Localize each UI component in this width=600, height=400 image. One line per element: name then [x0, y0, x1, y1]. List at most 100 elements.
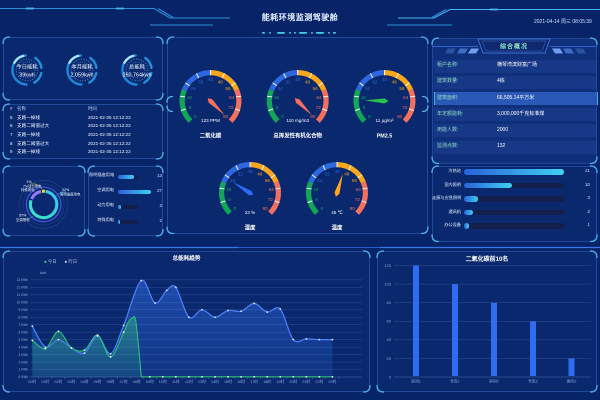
- svg-text:9 KWh: 9 KWh: [18, 308, 28, 312]
- svg-text:5 KWh: 5 KWh: [18, 338, 28, 342]
- svg-text:56: 56: [225, 86, 231, 91]
- svg-text:20: 20: [387, 356, 392, 361]
- svg-text:04时: 04时: [80, 379, 88, 384]
- svg-text:13 KWh: 13 KWh: [17, 278, 29, 282]
- svg-text:11 μg/m³: 11 μg/m³: [376, 118, 394, 123]
- svg-text:110 mg/m3: 110 mg/m3: [286, 118, 309, 123]
- svg-text:0: 0: [194, 114, 197, 119]
- svg-text:08时: 08时: [133, 379, 141, 384]
- svg-text:湿度: 湿度: [245, 224, 256, 232]
- svg-text:15时: 15时: [224, 379, 232, 384]
- svg-text:2 KWh: 2 KWh: [18, 360, 28, 364]
- svg-text:00时: 00时: [28, 379, 36, 384]
- svg-text:40: 40: [295, 77, 301, 82]
- svg-text:80: 80: [263, 206, 269, 211]
- svg-text:8: 8: [363, 105, 366, 110]
- svg-text:64: 64: [229, 95, 235, 100]
- svg-text:72: 72: [402, 105, 408, 110]
- svg-text:24: 24: [230, 178, 236, 183]
- svg-text:24: 24: [191, 86, 197, 91]
- svg-text:温度: 温度: [332, 224, 343, 232]
- svg-text:100: 100: [384, 282, 391, 287]
- svg-text:72: 72: [228, 105, 234, 110]
- svg-text:17时: 17时: [250, 379, 258, 384]
- svg-text:房间2: 房间2: [489, 379, 499, 384]
- svg-text:0 KWh: 0 KWh: [18, 375, 28, 379]
- svg-text:64: 64: [316, 95, 322, 100]
- svg-text:13时: 13时: [198, 379, 206, 384]
- svg-text:48: 48: [392, 79, 398, 84]
- svg-text:80: 80: [223, 114, 229, 119]
- svg-text:32: 32: [325, 171, 331, 176]
- svg-text:0: 0: [234, 206, 237, 211]
- svg-text:56: 56: [399, 86, 405, 91]
- svg-text:48: 48: [257, 171, 263, 176]
- svg-text:56: 56: [352, 178, 358, 183]
- svg-text:综合概况: 综合概况: [500, 43, 528, 51]
- svg-text:80: 80: [387, 300, 392, 305]
- svg-text:20时: 20时: [289, 379, 297, 384]
- svg-text:kwh: kwh: [40, 271, 46, 275]
- svg-text:01时: 01时: [41, 379, 49, 384]
- svg-text:56: 56: [265, 178, 271, 183]
- svg-text:仓库1: 仓库1: [450, 379, 460, 384]
- svg-text:05时: 05时: [94, 379, 102, 384]
- svg-text:48: 48: [344, 171, 350, 176]
- svg-text:0: 0: [389, 374, 392, 379]
- svg-text:本月能耗: 本月能耗: [71, 63, 93, 71]
- svg-text:8: 8: [189, 105, 192, 110]
- svg-text:60: 60: [387, 319, 392, 324]
- svg-text:16时: 16时: [237, 379, 245, 384]
- svg-text:24: 24: [278, 86, 284, 91]
- svg-text:48: 48: [218, 79, 224, 84]
- svg-text:16: 16: [361, 95, 367, 100]
- svg-text:03时: 03时: [67, 379, 75, 384]
- svg-text:房间3: 房间3: [567, 379, 577, 384]
- svg-text:10时: 10时: [159, 379, 167, 384]
- svg-text:仓库2: 仓库2: [528, 379, 538, 384]
- svg-text:7%动力用电: 7%动力用电: [23, 184, 42, 189]
- svg-text:4 KWh: 4 KWh: [18, 345, 28, 349]
- svg-text:32: 32: [238, 171, 244, 176]
- svg-text:7 KWh: 7 KWh: [18, 323, 28, 327]
- svg-text:45 ℃: 45 ℃: [331, 210, 343, 215]
- svg-text:10 KWh: 10 KWh: [17, 301, 29, 305]
- svg-text:72: 72: [355, 197, 361, 202]
- svg-text:照明插座用电: 照明插座用电: [60, 192, 81, 197]
- svg-text:32: 32: [285, 79, 291, 84]
- svg-text:19时: 19时: [276, 379, 284, 384]
- svg-text:0: 0: [281, 114, 284, 119]
- svg-text:6 KWh: 6 KWh: [18, 330, 28, 334]
- svg-text:260,764kwh: 260,764kwh: [122, 73, 151, 79]
- svg-text:39kwh: 39kwh: [19, 73, 35, 79]
- svg-text:PM2.5: PM2.5: [377, 134, 393, 140]
- svg-text:14时: 14时: [211, 379, 219, 384]
- svg-text:40: 40: [247, 169, 253, 174]
- svg-text:32: 32: [198, 79, 204, 84]
- svg-text:120: 120: [384, 263, 391, 268]
- svg-text:24: 24: [365, 86, 371, 91]
- svg-text:09时: 09时: [146, 379, 154, 384]
- svg-text:23 %: 23 %: [245, 210, 255, 215]
- svg-text:2,059kwh: 2,059kwh: [70, 73, 93, 79]
- svg-text:16: 16: [187, 95, 193, 100]
- svg-text:40: 40: [208, 77, 214, 82]
- svg-text:总挥发性有机化合物: 总挥发性有机化合物: [273, 132, 322, 140]
- svg-text:23时: 23时: [328, 379, 336, 384]
- svg-text:12时: 12时: [185, 379, 193, 384]
- svg-text:18时: 18时: [263, 379, 271, 384]
- svg-text:3 KWh: 3 KWh: [18, 353, 28, 357]
- svg-text:57%: 57%: [19, 214, 27, 218]
- svg-text:总能耗: 总能耗: [129, 63, 146, 71]
- svg-text:07时: 07时: [120, 379, 128, 384]
- svg-text:8: 8: [228, 197, 231, 202]
- svg-text:64: 64: [356, 187, 362, 192]
- svg-text:1%: 1%: [26, 180, 32, 184]
- svg-text:0: 0: [368, 114, 371, 119]
- svg-text:0: 0: [321, 206, 324, 211]
- svg-text:房间1: 房间1: [411, 379, 421, 384]
- svg-text:16: 16: [226, 187, 232, 192]
- svg-text:11 KWh: 11 KWh: [17, 293, 28, 297]
- svg-text:特殊用电: 特殊用电: [21, 187, 35, 192]
- svg-text:11时: 11时: [172, 379, 180, 384]
